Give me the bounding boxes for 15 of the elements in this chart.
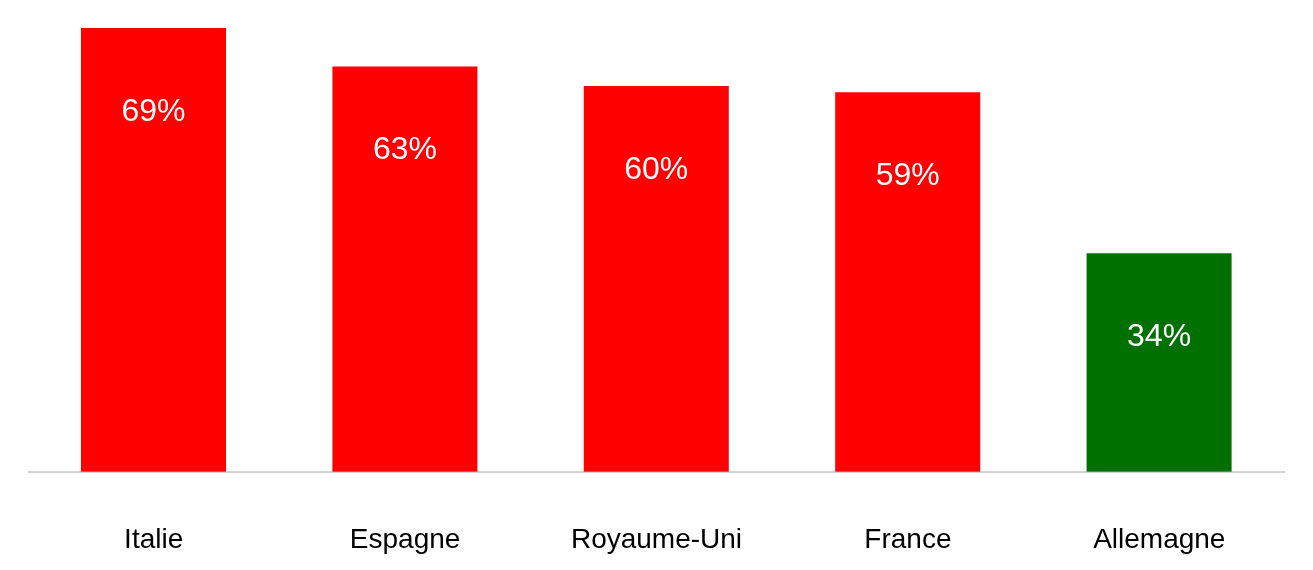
bar [835,92,981,472]
bar [583,85,729,472]
data-label: 63% [372,130,437,167]
data-label: 69% [121,91,186,128]
x-tick-label: France [864,522,952,554]
bar [332,66,478,472]
data-label: 34% [1127,316,1192,353]
bar [1086,253,1232,472]
bar [81,28,226,472]
data-label: 59% [875,156,940,193]
x-tick-label: Espagne [349,522,461,554]
x-tick-label: Allemagne [1093,522,1226,554]
x-tick-label: Italie [124,522,184,554]
x-tick-label: Royaume-Uni [570,522,743,554]
data-label: 60% [624,149,689,186]
